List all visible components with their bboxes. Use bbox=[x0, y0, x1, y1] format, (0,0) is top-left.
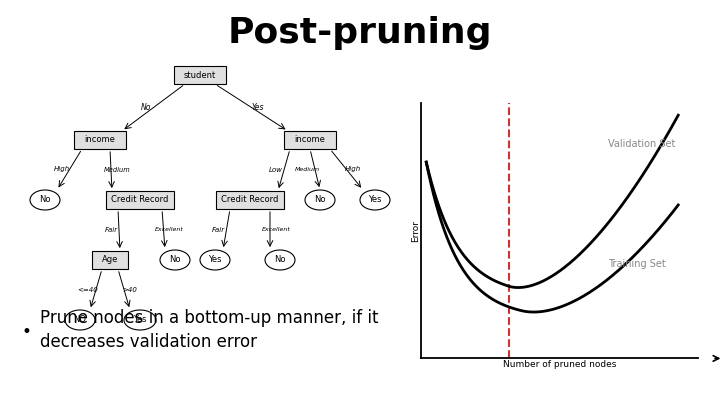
Text: income: income bbox=[84, 136, 115, 145]
Text: Post-pruning: Post-pruning bbox=[228, 16, 492, 50]
Ellipse shape bbox=[305, 190, 335, 210]
Text: Fair: Fair bbox=[212, 226, 225, 232]
FancyBboxPatch shape bbox=[284, 131, 336, 149]
Text: >40: >40 bbox=[122, 286, 138, 292]
Text: NO: NO bbox=[73, 315, 86, 324]
Text: Yes: Yes bbox=[368, 196, 382, 205]
Text: Fair: Fair bbox=[104, 227, 117, 233]
Text: Training Set: Training Set bbox=[608, 259, 665, 269]
FancyBboxPatch shape bbox=[106, 191, 174, 209]
Text: Medium: Medium bbox=[104, 167, 130, 173]
X-axis label: Number of pruned nodes: Number of pruned nodes bbox=[503, 360, 616, 369]
Text: No: No bbox=[169, 256, 181, 264]
Text: Yes: Yes bbox=[208, 256, 222, 264]
Ellipse shape bbox=[124, 310, 156, 330]
Text: Yes: Yes bbox=[251, 103, 264, 112]
Text: student: student bbox=[184, 70, 216, 79]
FancyBboxPatch shape bbox=[74, 131, 126, 149]
Y-axis label: Error: Error bbox=[411, 220, 420, 242]
Ellipse shape bbox=[30, 190, 60, 210]
Text: High: High bbox=[53, 166, 70, 173]
Text: Excellent: Excellent bbox=[261, 227, 290, 232]
FancyBboxPatch shape bbox=[216, 191, 284, 209]
Text: High: High bbox=[344, 166, 361, 173]
Text: Excellent: Excellent bbox=[155, 227, 184, 232]
FancyBboxPatch shape bbox=[92, 251, 128, 269]
Text: No: No bbox=[40, 196, 50, 205]
Text: No: No bbox=[314, 196, 325, 205]
Text: <=40: <=40 bbox=[78, 286, 99, 292]
FancyBboxPatch shape bbox=[174, 66, 226, 84]
Text: Medium: Medium bbox=[294, 167, 320, 172]
Text: No: No bbox=[140, 103, 150, 112]
Text: Low: Low bbox=[269, 167, 283, 173]
Text: Prune nodes in a bottom-up manner, if it: Prune nodes in a bottom-up manner, if it bbox=[40, 309, 378, 327]
Text: Credit Record: Credit Record bbox=[112, 196, 168, 205]
Text: Age: Age bbox=[102, 256, 118, 264]
Text: Yes: Yes bbox=[133, 315, 147, 324]
Text: income: income bbox=[294, 136, 325, 145]
Text: No: No bbox=[274, 256, 286, 264]
Text: •: • bbox=[22, 323, 32, 341]
Ellipse shape bbox=[160, 250, 190, 270]
Ellipse shape bbox=[360, 190, 390, 210]
Ellipse shape bbox=[200, 250, 230, 270]
Text: decreases validation error: decreases validation error bbox=[40, 333, 256, 351]
Ellipse shape bbox=[65, 310, 95, 330]
Text: Validation Set: Validation Set bbox=[608, 139, 675, 149]
Ellipse shape bbox=[265, 250, 295, 270]
Text: Credit Record: Credit Record bbox=[221, 196, 279, 205]
